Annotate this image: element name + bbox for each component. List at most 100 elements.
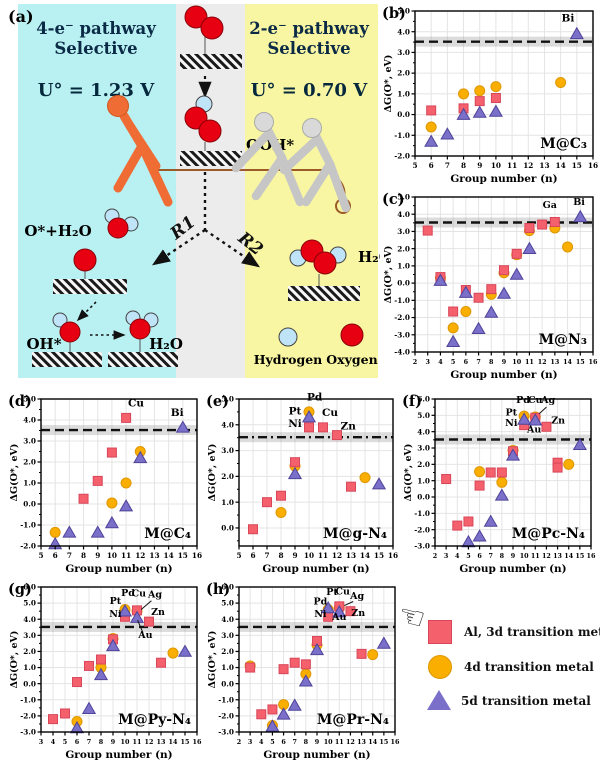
o-h2o-label: O*+H₂O xyxy=(24,222,91,240)
data-point-square xyxy=(262,497,272,508)
x-tick-label: 16 xyxy=(391,738,400,746)
y-tick-label: 0.0 xyxy=(23,679,36,688)
oxygen-atom xyxy=(313,251,337,275)
annotation-Au: Au xyxy=(526,424,541,435)
x-tick-label: 5 xyxy=(451,358,455,366)
system-tag-d: M@C₄ xyxy=(144,526,191,542)
y-tick-label: 1.0 xyxy=(417,476,430,485)
oh-label: OH* xyxy=(26,335,61,353)
x-tick-label: 7 xyxy=(264,551,269,560)
right-potential: U° = 0.70 V xyxy=(251,80,368,101)
legend-label-5d: 5d transition metal xyxy=(461,694,591,708)
data-point-triangle xyxy=(472,105,487,118)
y-tick-label: 4.0 xyxy=(397,27,410,36)
annotation-Pd: Pd xyxy=(307,391,323,403)
x-tick-label: 2 xyxy=(237,738,241,746)
x-tick-label: 5 xyxy=(270,738,274,746)
legend-item-3d: Al, 3d transition metal xyxy=(428,620,600,644)
y-tick-label: 1.0 xyxy=(397,261,410,270)
annotation-Cu: Cu xyxy=(128,397,144,409)
annotation-leader xyxy=(344,601,354,606)
x-tick-label: 8 xyxy=(304,738,309,746)
data-point-square xyxy=(276,490,286,501)
y-tick-label: -1.0 xyxy=(20,695,36,704)
annotation-Ni: Ni xyxy=(109,609,122,620)
x-tick-label: 11 xyxy=(121,551,131,560)
y-tick-label: 2.0 xyxy=(417,460,430,469)
annotation-Bi: Bi xyxy=(573,197,585,208)
y-tick-label: 5.0 xyxy=(23,599,36,608)
y-tick-label: 3.0 xyxy=(417,444,430,453)
y-tick-label: 2.0 xyxy=(23,647,36,656)
square-marker-icon xyxy=(428,620,452,644)
y-tick-label: -3.0 xyxy=(20,728,36,737)
data-point-triangle xyxy=(424,134,439,147)
x-tick-label: 10 xyxy=(520,552,529,560)
data-point-triangle xyxy=(104,515,119,529)
x-tick-label: 10 xyxy=(304,551,314,560)
y-tick-label: 0.0 xyxy=(221,524,234,533)
panel-f: Pd Cu Ag Pt Ni Au Zn 2 3 4 5 6 7 8 9 10 11 12 13 14 15 16 -3.0… xyxy=(402,390,598,580)
x-tick-label: 5 xyxy=(236,551,241,560)
data-point-square xyxy=(48,714,58,725)
x-axis-title: Group number (n) xyxy=(450,369,557,381)
data-point-triangle xyxy=(265,719,280,732)
data-point-circle xyxy=(49,526,61,538)
x-tick-label: 11 xyxy=(525,358,534,366)
y-axis-title: ΔG(O*, eV) xyxy=(403,444,414,502)
data-point-square xyxy=(441,474,452,485)
data-point-triangle xyxy=(298,674,313,687)
y-tick-label: 2.0 xyxy=(221,472,234,481)
data-point-square xyxy=(332,430,342,441)
x-tick-label: 6 xyxy=(53,551,58,560)
annotation-Cu: Cu xyxy=(528,395,543,406)
y-tick-label: 3.0 xyxy=(221,631,234,640)
y-tick-label: -2.0 xyxy=(394,313,410,322)
x-tick-label: 15 xyxy=(374,551,384,560)
x-tick-label: 9 xyxy=(511,552,516,560)
data-point-triangle xyxy=(472,529,487,542)
x-tick-label: 8 xyxy=(99,738,104,746)
x-tick-label: 8 xyxy=(278,551,283,560)
data-point-square xyxy=(156,657,166,668)
annotation-leader xyxy=(140,600,152,610)
circle-marker-icon xyxy=(428,655,452,679)
data-point-triangle xyxy=(309,642,325,656)
data-point-triangle xyxy=(81,701,97,714)
y-tick-label: -1.0 xyxy=(394,296,410,305)
x-tick-label: 6 xyxy=(250,551,255,560)
left-pathway-subtitle: Selective xyxy=(54,39,137,58)
x-tick-label: 8 xyxy=(500,552,505,560)
system-tag-c: M@N₃ xyxy=(539,332,587,348)
hydrogen-legend-label: Hydrogen xyxy=(254,352,323,367)
y-tick-label: 0.0 xyxy=(23,500,36,509)
x-tick-label: 3 xyxy=(39,738,44,746)
step-arrow xyxy=(76,301,97,322)
x-tick-label: 11 xyxy=(335,738,344,746)
data-point-circle xyxy=(275,506,287,518)
y-tick-label: 3.0 xyxy=(23,437,36,446)
annotation-Pt: Pt xyxy=(289,405,302,417)
data-point-square xyxy=(452,520,463,531)
annotation-Pd: Pd xyxy=(313,597,327,608)
y-tick-label: -2.0 xyxy=(20,711,36,720)
h2o-label: H₂O xyxy=(149,335,183,353)
y-tick-label: 5.0 xyxy=(221,599,234,608)
x-tick-label: 13 xyxy=(346,551,356,560)
annotation-Ni: Ni xyxy=(505,418,518,429)
x-tick-label: 9 xyxy=(95,551,100,560)
data-point-square xyxy=(256,709,267,720)
data-point-circle xyxy=(563,458,575,470)
data-point-square xyxy=(267,704,278,715)
y-tick-label: 5.0 xyxy=(221,395,234,404)
data-point-circle xyxy=(474,85,486,97)
data-point-triangle xyxy=(62,525,77,538)
panel-c: Ga Bi 2 3 4 5 6 7 8 9 10 11 12 13 14 15 16 -4.0 -3.0 -2.0 -1… xyxy=(382,188,600,386)
y-tick-label: -1.0 xyxy=(218,695,234,704)
data-point-square xyxy=(473,292,484,303)
triangle-marker-wrap xyxy=(427,690,451,712)
data-point-circle xyxy=(425,121,437,133)
data-point-circle xyxy=(120,477,132,489)
